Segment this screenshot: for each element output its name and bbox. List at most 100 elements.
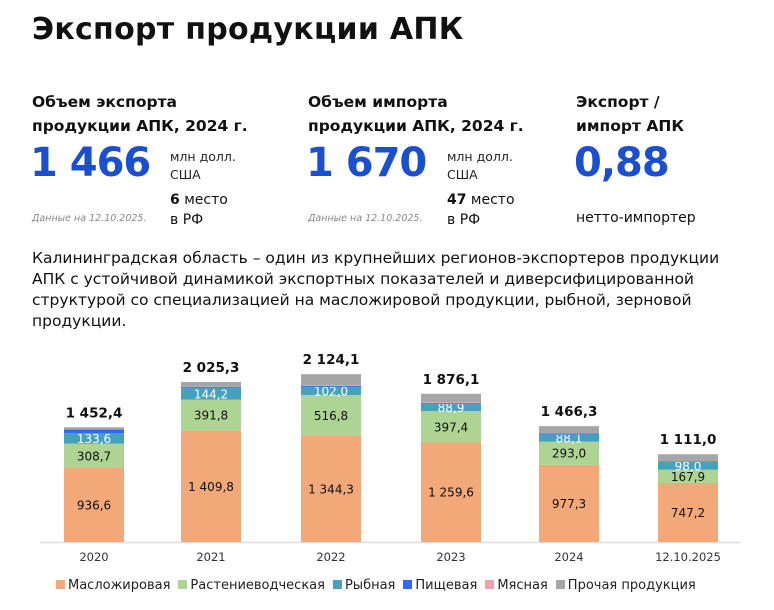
legend-swatch: [485, 580, 495, 589]
unit-line: США: [170, 167, 201, 182]
bar-segment-2: [658, 461, 718, 470]
segment-label: 88,9: [438, 401, 465, 415]
chart-legend: Масложировая Растениеводческая Рыбная Пищев…: [56, 578, 696, 593]
kpi-heading: Объем экспорта: [32, 93, 178, 111]
segment-label: 167,9: [671, 470, 705, 484]
bar-segment-5: [421, 393, 481, 403]
unit-line: млн долл.: [447, 149, 513, 164]
rank-text: место: [466, 192, 515, 208]
segment-label: 98,0: [675, 459, 702, 473]
bar-segment-1: [181, 399, 241, 431]
bar-segment-5: [64, 427, 124, 430]
kpi-unit: млн долл. США: [447, 148, 513, 184]
segment-label: 936,6: [77, 499, 111, 513]
bar-segment-3: [301, 385, 361, 387]
unit-line: США: [447, 167, 478, 182]
bar-segment-1: [64, 443, 124, 469]
legend-label: Мясная: [497, 578, 548, 593]
legend-label: Масложировая: [68, 578, 171, 593]
legend-swatch: [332, 580, 342, 589]
kpi-import-value: 1 670: [306, 140, 427, 186]
rank-text: в РФ: [447, 212, 481, 228]
description: Калининградская область – один из крупне…: [32, 249, 720, 330]
bar-segment-1: [301, 394, 361, 436]
kpi-heading: Объем импорта: [308, 93, 448, 111]
segment-label: 144,2: [194, 387, 228, 401]
segment-label: 1 259,6: [428, 486, 474, 500]
legend-swatch: [56, 580, 65, 589]
bar-segment-5: [539, 426, 599, 434]
bar-segment-1: [539, 441, 599, 465]
total-label: 2 124,1: [303, 352, 360, 368]
segment-label: 397,4: [434, 420, 468, 434]
rank-text: в РФ: [170, 212, 204, 228]
rank-number: 6: [170, 192, 180, 208]
x-tick-label: 2023: [436, 550, 465, 564]
legend-swatch: [178, 580, 188, 589]
legend-swatch: [403, 580, 413, 589]
segment-label: 133,6: [77, 432, 111, 446]
segment-label: 102,0: [314, 384, 348, 398]
bar-segment-0: [421, 442, 481, 542]
bar-segment-0: [658, 482, 718, 542]
segment-label: 977,3: [552, 497, 586, 511]
kpi-export-value: 1 466: [30, 140, 151, 186]
bar-segment-3: [539, 433, 599, 435]
bar-segment-3: [421, 403, 481, 405]
kpi-rank: 6 место в РФ: [170, 190, 228, 230]
page-title: Экспорт продукции АПК: [32, 12, 464, 47]
total-label: 2 025,3: [183, 360, 240, 376]
legend-label: Прочая продукция: [567, 578, 696, 593]
legend-item: Пищевая: [403, 578, 477, 593]
kpi-heading: Экспорт /: [576, 93, 660, 111]
bar-segment-5: [181, 382, 241, 387]
bar-segment-2: [181, 388, 241, 400]
kpi-ratio-value: 0,88: [574, 140, 670, 186]
legend-label: Рыбная: [344, 578, 396, 593]
segment-label: 88,1: [556, 432, 583, 446]
legend-item: Прочая продукция: [555, 578, 696, 593]
bar-segment-2: [301, 386, 361, 395]
kpi-heading: продукции АПК, 2024 г.: [32, 117, 248, 135]
total-label: 1 466,3: [541, 404, 598, 420]
segment-label: 293,0: [552, 447, 586, 461]
segment-label: 1 409,8: [188, 480, 234, 494]
x-tick-label: 2021: [196, 550, 225, 564]
x-tick-label: 2022: [316, 550, 345, 564]
segment-label: 1 344,3: [308, 482, 354, 496]
data-date-note: Данные на 12.10.2025.: [308, 213, 423, 224]
kpi-rank: 47 место в РФ: [447, 190, 515, 230]
bar-segment-1: [658, 469, 718, 483]
legend-label: Растениеводческая: [190, 578, 325, 593]
bar-segment-0: [64, 468, 124, 542]
legend-item: Масложировая: [56, 578, 170, 593]
segment-label: 308,7: [77, 449, 111, 463]
bar-segment-5: [301, 374, 361, 386]
bar-segment-4: [421, 402, 481, 404]
bar-segment-3: [64, 429, 124, 434]
bar-segment-2: [539, 434, 599, 442]
kpi-unit: млн долл. США: [170, 148, 236, 184]
segment-label: 516,8: [314, 409, 348, 423]
x-tick-label: 12.10.2025: [655, 550, 721, 564]
kpi-import: Объем импорта продукции АПК, 2024 г.: [308, 90, 524, 138]
bar-segment-2: [421, 404, 481, 412]
kpi-heading: продукции АПК, 2024 г.: [308, 117, 524, 135]
legend-item: Мясная: [485, 578, 548, 593]
data-date-note: Данные на 12.10.2025.: [32, 213, 147, 224]
bar-segment-3: [658, 461, 718, 462]
bar-segment-0: [539, 464, 599, 542]
legend-item: Рыбная: [332, 578, 396, 593]
rank-number: 47: [447, 192, 467, 208]
kpi-ratio-caption: нетто-импортер: [576, 210, 696, 226]
unit-line: млн долл.: [170, 149, 236, 164]
bar-segment-0: [301, 435, 361, 542]
kpi-heading: импорт АПК: [576, 117, 685, 135]
x-tick-label: 2020: [79, 550, 108, 564]
kpi-export: Объем экспорта продукции АПК, 2024 г.: [32, 90, 248, 138]
legend-swatch: [555, 580, 565, 589]
bar-segment-2: [64, 433, 124, 444]
bar-segment-0: [181, 430, 241, 542]
kpi-ratio: Экспорт / импорт АПК: [576, 90, 684, 138]
